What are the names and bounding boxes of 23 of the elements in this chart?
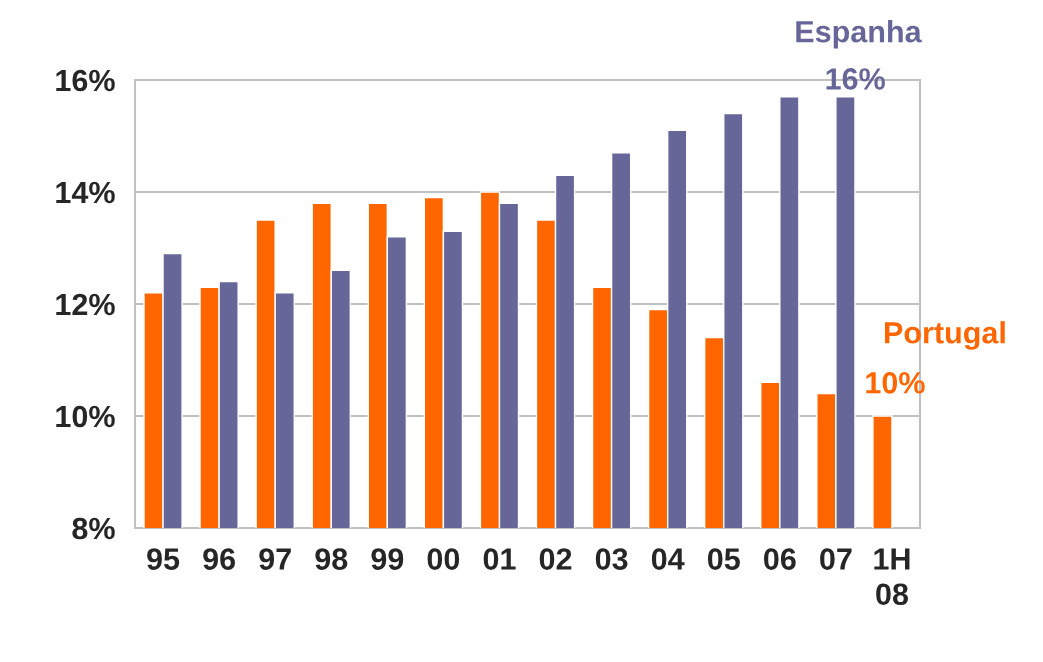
x-tick-label: 99 <box>371 548 404 570</box>
x-tick-label: 02 <box>539 548 572 570</box>
x-tick-label: 00 <box>427 548 460 570</box>
x-tick-label: 97 <box>259 548 291 570</box>
y-tick-label: 10% <box>56 405 115 428</box>
x-tick-label: 1H 08 <box>874 548 910 606</box>
x-tick-label: 03 <box>595 548 628 570</box>
y-tick-label: 12% <box>56 293 115 316</box>
text: Portugal <box>885 321 1005 350</box>
y-tick-label: 8% <box>72 517 115 540</box>
annotation: 16% <box>826 68 885 90</box>
x-tick-label: 07 <box>820 548 852 570</box>
x-tick-label: 95 <box>147 548 180 570</box>
x-tick-label: 01 <box>483 548 516 570</box>
annotation: 10% <box>866 372 925 394</box>
y-tick-label: 16% <box>56 69 115 92</box>
x-tick-label: 98 <box>315 548 348 570</box>
x-tick-label: 96 <box>203 548 235 570</box>
x-tick-label: 04 <box>651 548 685 570</box>
x-tick-label: 06 <box>764 548 796 570</box>
x-tick-label: 05 <box>707 548 740 570</box>
series-label: Espanha <box>796 20 922 49</box>
y-tick-label: 14% <box>56 181 115 204</box>
